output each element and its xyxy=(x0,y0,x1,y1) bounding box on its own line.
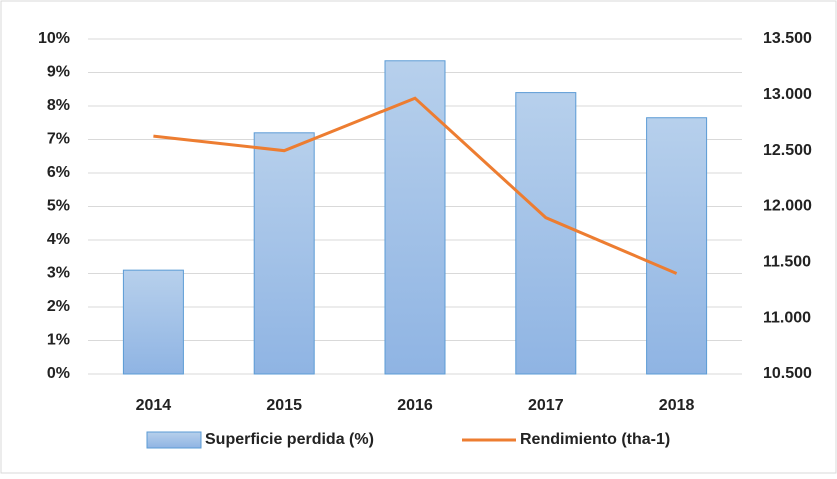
y2-tick-label: 12.500 xyxy=(763,142,812,159)
line xyxy=(153,96,678,275)
y-tick-label: 1% xyxy=(47,332,70,349)
bar xyxy=(253,132,315,375)
y-tick-label: 5% xyxy=(47,198,70,215)
x-tick-label: 2017 xyxy=(528,397,564,414)
bar xyxy=(646,117,708,375)
y2-tick-label: 13.000 xyxy=(763,86,812,103)
x-tick-label: 2016 xyxy=(397,397,433,414)
legend-swatch xyxy=(146,431,202,449)
x-tick-label: 2014 xyxy=(136,397,172,414)
legend-label: Rendimiento (tha-1) xyxy=(520,431,670,448)
bar xyxy=(122,269,184,375)
x-tick-label: 2018 xyxy=(659,397,695,414)
y2-tick-label: 10.500 xyxy=(763,365,812,382)
y-tick-label: 10% xyxy=(38,30,70,47)
y-tick-label: 3% xyxy=(47,265,70,282)
y-tick-label: 9% xyxy=(47,64,70,81)
y-tick-label: 8% xyxy=(47,97,70,114)
y2-tick-label: 13.500 xyxy=(763,30,812,47)
y2-tick-label: 12.000 xyxy=(763,198,812,215)
legend-label: Superficie perdida (%) xyxy=(205,431,374,448)
y2-tick-label: 11.500 xyxy=(763,254,811,271)
y-tick-label: 0% xyxy=(47,365,70,382)
y-tick-label: 4% xyxy=(47,231,70,248)
bar xyxy=(384,60,446,375)
y2-tick-label: 11.000 xyxy=(763,309,811,326)
y-tick-label: 7% xyxy=(47,131,70,148)
bar xyxy=(515,92,577,375)
x-tick-label: 2015 xyxy=(266,397,302,414)
y-tick-label: 2% xyxy=(47,298,70,315)
y-tick-label: 6% xyxy=(47,164,70,181)
